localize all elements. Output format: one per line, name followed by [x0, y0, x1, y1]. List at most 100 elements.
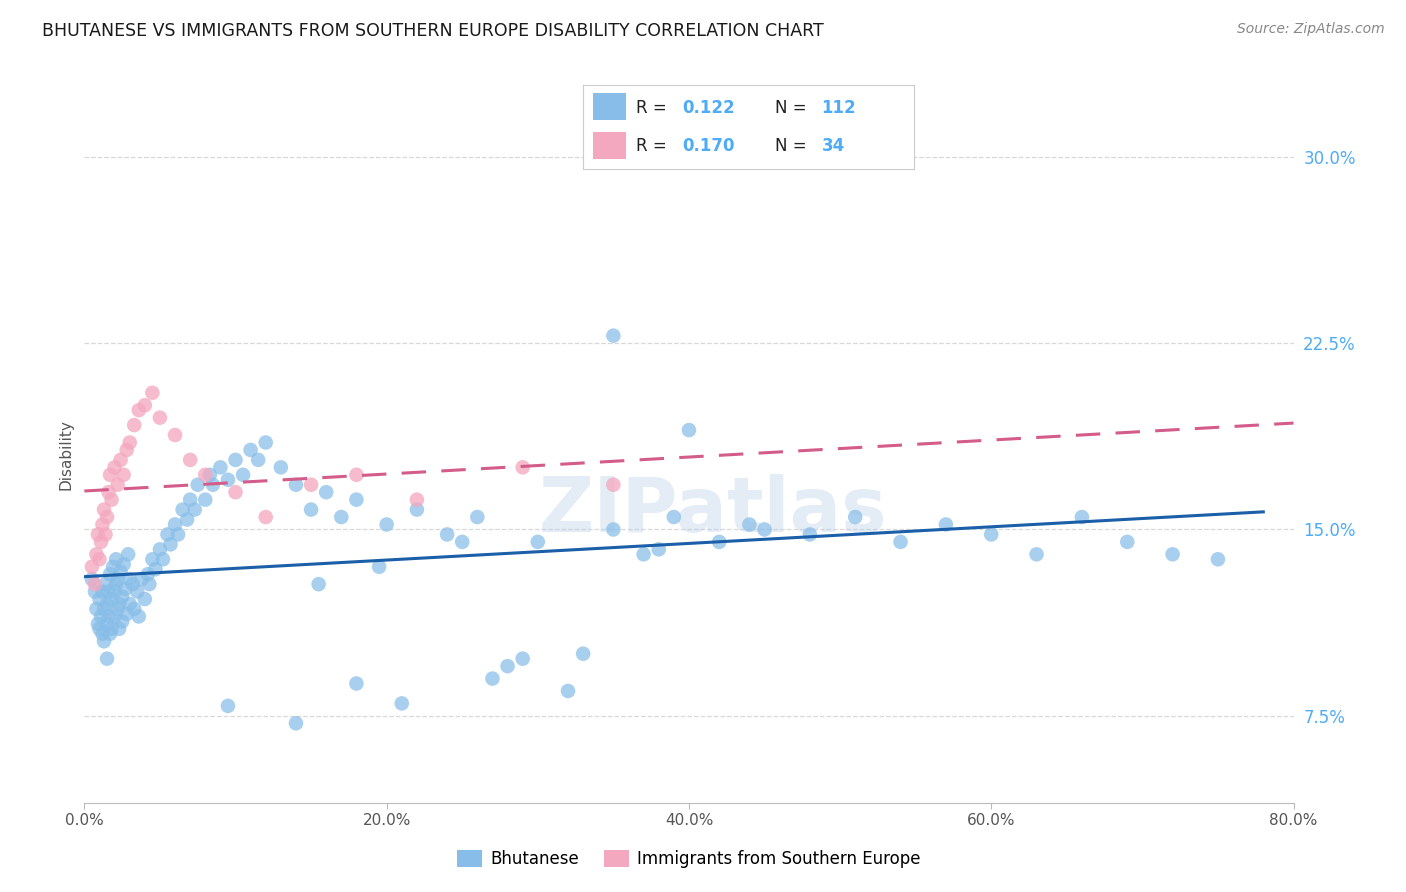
- Point: [84, 584, 107, 599]
- Point: [346, 467, 368, 482]
- Point: [94, 577, 117, 591]
- Point: [159, 537, 181, 551]
- Point: [104, 609, 127, 624]
- Point: [112, 467, 135, 482]
- Point: [89, 592, 111, 607]
- Point: [165, 428, 187, 442]
- Point: [270, 460, 292, 475]
- Point: [131, 572, 153, 586]
- Point: [111, 615, 134, 629]
- Point: [156, 527, 179, 541]
- Point: [152, 552, 174, 566]
- Point: [602, 477, 624, 491]
- Point: [391, 697, 413, 711]
- Point: [107, 602, 129, 616]
- Point: [194, 467, 217, 482]
- Point: [80, 572, 103, 586]
- Point: [86, 602, 108, 616]
- Point: [496, 659, 519, 673]
- Point: [176, 512, 198, 526]
- Text: R =: R =: [637, 99, 672, 117]
- Point: [84, 577, 107, 591]
- Point: [602, 523, 624, 537]
- Point: [98, 627, 121, 641]
- Point: [217, 473, 239, 487]
- Point: [572, 647, 595, 661]
- Point: [100, 622, 122, 636]
- Point: [127, 584, 149, 599]
- Point: [172, 502, 194, 516]
- Point: [115, 442, 138, 457]
- Point: [118, 572, 141, 586]
- Point: [97, 485, 120, 500]
- Point: [107, 572, 129, 586]
- Point: [114, 582, 136, 596]
- Point: [97, 609, 120, 624]
- Point: [89, 552, 111, 566]
- Point: [254, 435, 277, 450]
- Point: [1161, 547, 1184, 561]
- Point: [633, 547, 655, 561]
- Point: [91, 517, 114, 532]
- Point: [87, 527, 110, 541]
- Point: [121, 577, 143, 591]
- Point: [118, 597, 141, 611]
- Point: [96, 510, 118, 524]
- Point: [299, 477, 322, 491]
- Point: [138, 577, 160, 591]
- Point: [94, 527, 117, 541]
- Point: [285, 477, 308, 491]
- Point: [96, 651, 118, 665]
- Point: [346, 676, 368, 690]
- Point: [247, 453, 270, 467]
- Point: [198, 467, 221, 482]
- FancyBboxPatch shape: [593, 94, 627, 120]
- Point: [368, 559, 391, 574]
- Point: [209, 460, 232, 475]
- Point: [97, 584, 120, 599]
- Point: [165, 517, 187, 532]
- Point: [648, 542, 671, 557]
- Point: [104, 460, 127, 475]
- Point: [98, 567, 121, 582]
- Point: [122, 602, 145, 616]
- Point: [98, 467, 121, 482]
- Point: [1206, 552, 1229, 566]
- Point: [217, 698, 239, 713]
- Point: [91, 584, 114, 599]
- Point: [128, 609, 150, 624]
- Text: N =: N =: [775, 99, 813, 117]
- Point: [111, 590, 134, 604]
- Point: [101, 559, 124, 574]
- Point: [93, 602, 115, 616]
- Point: [799, 527, 821, 541]
- Point: [557, 684, 579, 698]
- Point: [254, 510, 277, 524]
- Point: [315, 485, 337, 500]
- Point: [187, 477, 209, 491]
- Point: [86, 547, 108, 561]
- Point: [93, 502, 115, 516]
- Point: [183, 502, 205, 516]
- Point: [179, 492, 201, 507]
- Point: [80, 559, 103, 574]
- Point: [128, 403, 150, 417]
- Point: [90, 535, 112, 549]
- Point: [110, 453, 132, 467]
- Point: [134, 592, 156, 607]
- Point: [436, 527, 458, 541]
- Point: [935, 517, 957, 532]
- Point: [481, 672, 503, 686]
- Point: [285, 716, 308, 731]
- Point: [105, 552, 128, 566]
- Point: [134, 398, 156, 412]
- Point: [754, 523, 776, 537]
- FancyBboxPatch shape: [593, 132, 627, 160]
- Point: [709, 535, 731, 549]
- Point: [1071, 510, 1094, 524]
- Point: [136, 567, 159, 582]
- Point: [232, 467, 254, 482]
- Point: [662, 510, 685, 524]
- Point: [87, 616, 110, 631]
- Point: [108, 622, 131, 636]
